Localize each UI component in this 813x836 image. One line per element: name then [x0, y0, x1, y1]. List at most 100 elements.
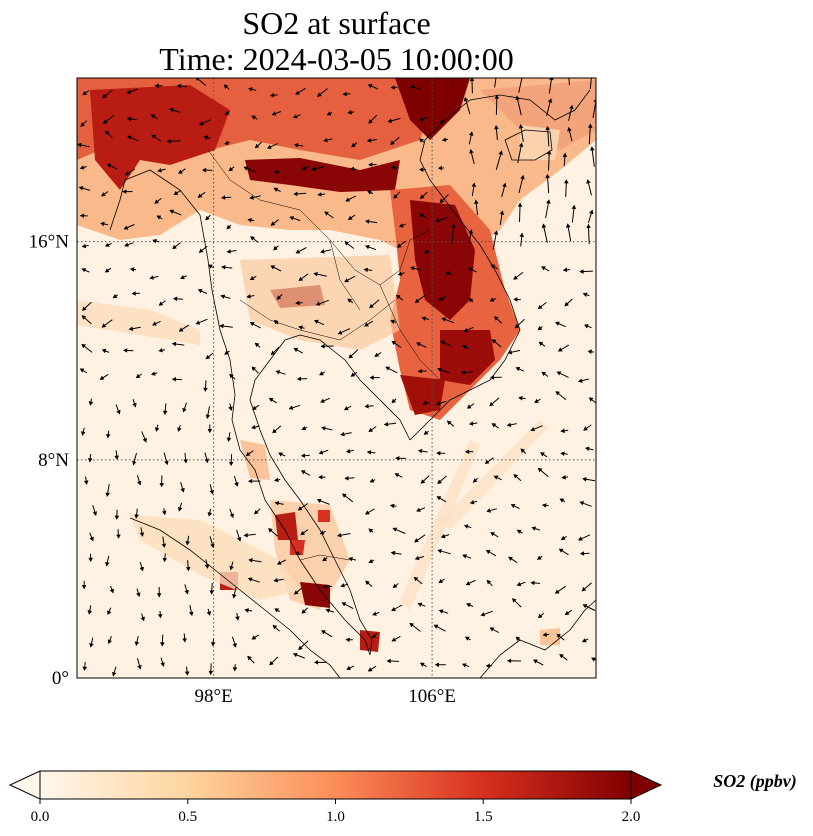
wind-arrowhead: [587, 349, 592, 355]
wind-arrowhead: [468, 131, 474, 136]
wind-arrowhead: [392, 583, 398, 589]
wind-arrowhead: [206, 611, 212, 616]
wind-arrowhead: [107, 610, 112, 616]
wind-arrowhead: [438, 296, 444, 301]
wind-arrowhead: [396, 243, 402, 248]
wind-arrowhead: [156, 215, 162, 220]
wind-arrowhead: [365, 580, 370, 586]
wind-arrowhead: [555, 321, 560, 326]
wind-arrowhead: [542, 632, 548, 637]
wind-arrowhead: [581, 586, 587, 592]
wind-arrow: [451, 224, 455, 244]
wind-arrowhead: [468, 297, 474, 303]
wind-arrowhead: [320, 398, 325, 403]
wind-arrowhead: [468, 267, 473, 272]
wind-arrowhead: [132, 402, 137, 408]
wind-arrowhead: [591, 657, 596, 662]
wind-arrowhead: [80, 122, 85, 127]
wind-arrowhead: [210, 642, 216, 647]
wind-arrowhead: [311, 166, 316, 172]
wind-arrowhead: [300, 453, 306, 458]
wind-arrowhead: [348, 556, 353, 562]
wind-arrowhead: [320, 343, 325, 349]
wind-arrowhead: [208, 670, 214, 676]
wind-arrowhead: [270, 221, 276, 226]
wind-arrowhead: [315, 301, 321, 306]
wind-arrow: [547, 126, 550, 147]
wind-arrowhead: [273, 169, 279, 175]
wind-arrowhead: [209, 489, 214, 495]
country-borders: [207, 149, 441, 561]
wind-arrowhead: [180, 275, 185, 280]
wind-arrowhead: [452, 72, 455, 75]
wind-arrowhead: [293, 143, 299, 148]
wind-arrowhead: [223, 84, 229, 89]
wind-arrowhead: [337, 532, 342, 538]
wind-arrowhead: [440, 340, 445, 345]
wind-arrowhead: [365, 510, 370, 515]
wind-arrowhead: [149, 275, 154, 280]
wind-arrow: [589, 78, 592, 89]
wind-arrowhead: [151, 134, 157, 139]
wind-arrowhead: [344, 278, 349, 283]
wind-arrowhead: [268, 528, 273, 533]
wind-arrowhead: [161, 543, 167, 548]
wind-arrowhead: [520, 448, 526, 453]
wind-arrowhead: [344, 241, 350, 246]
wind-arrowhead: [171, 341, 177, 347]
wind-arrowhead: [129, 267, 135, 272]
wind-arrowhead: [419, 138, 424, 143]
wind-arrowhead: [506, 422, 512, 428]
wind-arrowhead: [564, 301, 569, 307]
wind-arrowhead: [350, 372, 356, 377]
wind-arrowhead: [79, 213, 85, 219]
wind-arrowhead: [420, 479, 426, 484]
wind-arrowhead: [203, 387, 208, 392]
wind-arrowhead: [486, 508, 491, 513]
wind-arrowhead: [116, 409, 121, 415]
wind-arrowhead: [395, 455, 400, 461]
wind-arrow: [588, 124, 591, 145]
wind-arrowhead: [268, 397, 274, 403]
wind-arrowhead: [177, 427, 182, 432]
wind-arrowhead: [508, 556, 513, 561]
wind-arrowhead: [545, 173, 550, 179]
wind-arrowhead: [387, 118, 393, 123]
wind-arrowhead: [139, 566, 144, 572]
wind-arrowhead: [99, 375, 105, 380]
wind-arrowhead: [136, 592, 141, 598]
wind-arrowhead: [249, 275, 255, 281]
wind-arrowhead: [564, 610, 570, 615]
wind-arrowhead: [221, 265, 226, 270]
wind-arrowhead: [565, 223, 571, 228]
wind-arrowhead: [463, 96, 469, 102]
map-frame: [76, 77, 597, 679]
wind-arrowhead: [288, 405, 294, 410]
wind-arrowhead: [106, 433, 111, 439]
wind-arrowhead: [351, 142, 356, 148]
wind-arrowhead: [112, 671, 117, 677]
wind-arrowhead: [184, 589, 189, 595]
wind-arrowhead: [451, 223, 456, 228]
wind-arrowhead: [567, 126, 572, 132]
wind-arrowhead: [134, 514, 139, 519]
wind-arrowhead: [489, 401, 494, 407]
wind-arrowhead: [298, 645, 303, 651]
wind-arrowhead: [423, 249, 429, 254]
wind-arrowhead: [441, 317, 447, 322]
wind-arrowhead: [489, 297, 495, 302]
wind-arrowhead: [245, 451, 251, 457]
wind-arrowhead: [105, 492, 111, 498]
wind-arrowhead: [369, 478, 375, 483]
wind-arrowhead: [510, 503, 516, 509]
wind-arrowhead: [485, 549, 491, 555]
wind-arrowhead: [367, 84, 373, 89]
wind-arrowhead: [436, 496, 442, 501]
wind-arrowhead: [409, 622, 414, 628]
wind-arrowhead: [297, 506, 303, 511]
wind-arrowhead: [436, 450, 441, 456]
wind-arrowhead: [385, 366, 391, 371]
wind-arrowhead: [437, 367, 442, 372]
colorbar-extend-max: [630, 770, 663, 800]
